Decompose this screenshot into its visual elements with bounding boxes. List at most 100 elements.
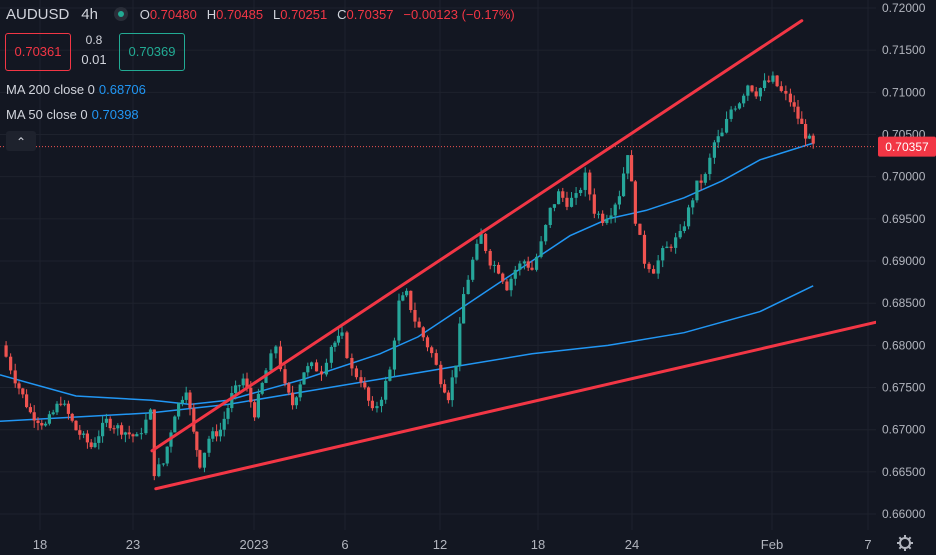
candle-body [633, 181, 637, 224]
time-axis-bg [0, 530, 936, 555]
candle-body [425, 337, 430, 348]
candle-body [579, 189, 583, 194]
candle-body [306, 366, 310, 373]
trendline[interactable] [150, 19, 804, 453]
candle-body [211, 431, 215, 439]
ma50-line [0, 142, 814, 406]
low-label: L [273, 7, 281, 22]
ma200-legend[interactable]: MA 200 close 0 0.68706 [6, 82, 146, 97]
time-tick-label: 23 [126, 537, 140, 552]
settings-gear-icon[interactable] [897, 535, 913, 551]
ma50-series [0, 142, 814, 406]
candle-body [492, 264, 496, 266]
candle-body [269, 353, 273, 371]
candle-body [454, 365, 458, 378]
candle-body [287, 383, 291, 393]
chevron-up-icon[interactable]: ⌃ [6, 131, 36, 151]
candle-body [652, 269, 656, 274]
candle-body [135, 434, 139, 437]
time-tick-label: 6 [341, 537, 348, 552]
gear-tooth [898, 536, 903, 541]
candle-body [180, 399, 184, 404]
price-axis[interactable]: 0.720000.715000.710000.705000.700000.695… [876, 0, 936, 555]
candle-body [665, 246, 669, 249]
time-axis[interactable]: 18 23 2023 6 12 18 24 Feb 7 [0, 530, 936, 555]
candle-body [661, 248, 665, 261]
timeframe[interactable]: 4h [81, 6, 98, 23]
candle-body [36, 420, 40, 423]
candle-body [417, 321, 421, 328]
candle-body [241, 378, 245, 386]
candle-body [32, 412, 36, 421]
candle-body [152, 409, 156, 477]
ma50-legend[interactable]: MA 50 close 0 0.70398 [6, 107, 139, 122]
candle-body [574, 193, 578, 198]
candle-body [256, 393, 260, 418]
candle-body [173, 416, 177, 433]
buy-button[interactable]: 0.70369 [119, 33, 185, 71]
candle-body [283, 369, 287, 384]
candle-body [669, 246, 673, 248]
price-tick-label: 0.69500 [882, 212, 926, 226]
candle-body [588, 172, 592, 195]
ma50-label: MA 50 close 0 [6, 107, 88, 122]
candle-body [746, 85, 750, 96]
candle-body [413, 310, 417, 322]
candle-body [253, 402, 257, 418]
price-tick-label: 0.71000 [882, 85, 926, 99]
candle-body [379, 399, 384, 407]
candle-body [526, 261, 530, 268]
gear-tooth [907, 545, 912, 550]
candle-body [375, 406, 379, 409]
candle-body [758, 88, 762, 97]
candle-body [796, 106, 800, 119]
candle-body [139, 433, 143, 435]
candle-body [647, 263, 651, 270]
high-value: 0.70485 [216, 7, 264, 22]
price-tick-label: 0.71500 [882, 43, 926, 57]
candle-body [260, 382, 264, 394]
candle-body [405, 290, 409, 296]
price-tick-label: 0.68000 [882, 338, 926, 352]
trendlines[interactable] [150, 19, 887, 491]
candle-body [184, 392, 188, 400]
candle-body [724, 118, 729, 133]
sell-button[interactable]: 0.70361 [5, 33, 71, 71]
candle-body [458, 323, 462, 366]
candle-body [237, 385, 241, 387]
chart-grid [0, 0, 876, 530]
candle-body [127, 432, 131, 435]
candle-body [188, 392, 192, 409]
change-value: −0.00123 (−0.17%) [403, 7, 515, 22]
candle-body [161, 463, 165, 465]
candle-body [116, 425, 120, 429]
candle-body [522, 261, 526, 264]
candle-body [771, 75, 775, 82]
price-tick-label: 0.68500 [882, 296, 926, 310]
candle-body [392, 340, 397, 370]
ma200-series [0, 285, 814, 423]
price-tick-label: 0.70000 [882, 170, 926, 184]
candle-body [17, 383, 21, 389]
candle-body [430, 347, 434, 354]
candle-body [569, 197, 574, 207]
candle-body [354, 368, 359, 378]
candle-body [638, 223, 642, 235]
candle-body [9, 356, 13, 371]
candle-body [148, 409, 153, 420]
candle-body [800, 118, 804, 124]
candle-body [548, 207, 552, 225]
candle-body [613, 204, 617, 216]
candle-body [363, 382, 367, 388]
candle-body [742, 95, 746, 104]
trendline[interactable] [154, 318, 887, 491]
candle-body [397, 300, 401, 341]
time-tick-label: 12 [433, 537, 447, 552]
symbol-name[interactable]: AUDUSD [6, 6, 70, 23]
candle-body [779, 86, 783, 91]
candle-body [557, 191, 561, 205]
open-value: 0.70480 [149, 7, 197, 22]
candle-body [629, 155, 634, 182]
candle-body [215, 431, 219, 437]
